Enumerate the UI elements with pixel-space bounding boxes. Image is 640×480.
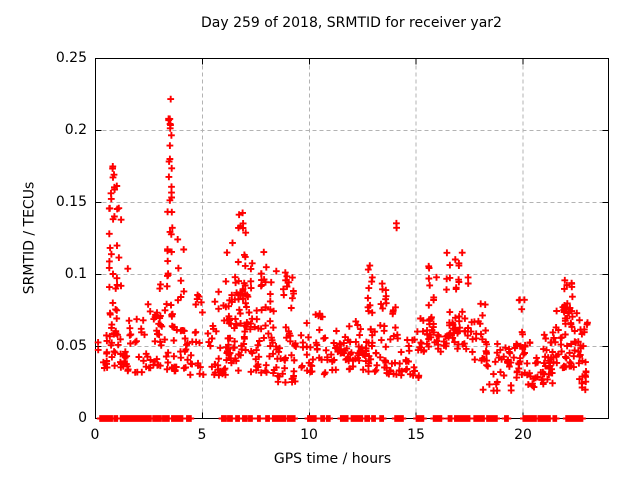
x-tick-label-0: 0: [90, 427, 100, 443]
x-axis-title: GPS time / hours: [273, 451, 392, 467]
y-tick-label-0.1: 0.1: [64, 266, 87, 282]
chart-title: Day 259 of 2018, SRMTID for receiver yar…: [201, 15, 502, 31]
y-tick-label-0.25: 0.25: [55, 50, 87, 66]
scatter-points: [94, 95, 591, 422]
x-tick-label-10: 10: [300, 427, 318, 443]
y-tick-label-0.05: 0.05: [55, 338, 87, 354]
y-axis-title-box: SRMTID / TECUs: [14, 58, 44, 418]
y-tick-label-0.15: 0.15: [55, 194, 87, 210]
x-tick-label-15: 15: [407, 427, 425, 443]
x-tick-label-20: 20: [514, 427, 532, 443]
x-tick-label-5: 5: [197, 427, 207, 443]
y-tick-label-0: 0: [78, 410, 87, 426]
y-tick-label-0.2: 0.2: [64, 122, 87, 138]
